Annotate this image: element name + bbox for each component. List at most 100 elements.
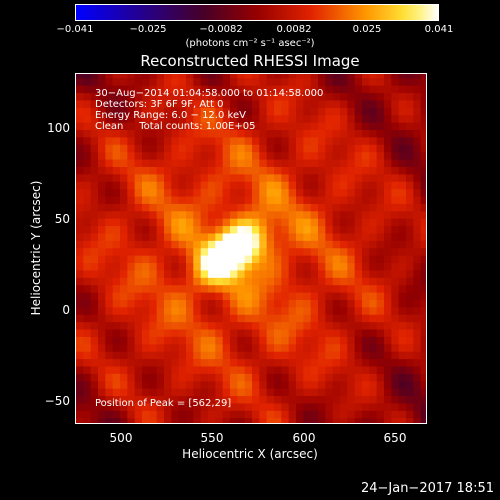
heatmap-cell xyxy=(376,402,385,411)
heatmap-cell xyxy=(303,232,312,241)
heatmap-cell xyxy=(230,299,238,308)
heatmap-cell xyxy=(347,306,356,315)
heatmap-cell xyxy=(274,188,282,197)
heatmap-cell xyxy=(200,358,209,367)
heatmap-cell xyxy=(244,328,253,337)
heatmap-cell xyxy=(354,277,363,286)
heatmap-cell xyxy=(230,74,238,79)
heatmap-cell xyxy=(303,314,312,323)
heatmap-cell xyxy=(142,107,150,116)
heatmap-cell xyxy=(252,277,260,286)
heatmap-cell xyxy=(325,218,334,227)
heatmap-cell xyxy=(296,343,304,352)
heatmap-cell xyxy=(127,365,136,374)
heatmap-cell xyxy=(171,284,180,293)
heatmap-cell xyxy=(208,336,216,345)
heatmap-cell xyxy=(274,122,282,131)
heatmap-cell xyxy=(244,203,253,212)
heatmap-cell xyxy=(384,166,392,175)
heatmap-cell xyxy=(296,166,304,175)
heatmap-cell xyxy=(303,203,312,212)
heatmap-cell xyxy=(376,417,385,423)
heatmap-cell xyxy=(332,158,341,167)
heatmap-cell xyxy=(318,85,326,94)
heatmap-cell xyxy=(384,358,392,367)
heatmap-cell xyxy=(186,402,194,411)
heatmap-cell xyxy=(127,321,136,330)
heatmap-cell xyxy=(105,343,114,352)
heatmap-cell xyxy=(90,225,99,234)
heatmap-cell xyxy=(274,173,282,182)
heatmap-cell xyxy=(112,299,121,308)
heatmap-cell xyxy=(281,218,290,227)
heatmap-cell xyxy=(413,373,422,382)
heatmap-cell xyxy=(274,107,282,116)
heatmap-cell xyxy=(310,321,319,330)
heatmap-cell xyxy=(98,417,106,423)
heatmap-cell xyxy=(134,336,143,345)
heatmap-cell xyxy=(222,328,231,337)
heatmap-cell xyxy=(208,373,216,382)
heatmap-cell xyxy=(318,255,326,264)
heatmap-cell xyxy=(376,181,385,190)
heatmap-cell xyxy=(325,240,334,249)
heatmap-cell xyxy=(105,195,114,204)
heatmap-cell xyxy=(112,85,121,94)
heatmap-cell xyxy=(332,395,341,404)
heatmap-cell xyxy=(83,232,92,241)
heatmap-cell xyxy=(354,107,363,116)
heatmap-cell xyxy=(362,410,370,419)
heatmap-cell xyxy=(318,92,326,101)
heatmap-cell xyxy=(369,358,378,367)
heatmap-cell xyxy=(318,262,326,271)
heatmap-cell xyxy=(215,321,224,330)
heatmap-cell xyxy=(325,114,334,123)
heatmap-cell xyxy=(303,380,312,389)
heatmap-cell xyxy=(164,395,172,404)
heatmap-cell xyxy=(112,99,121,108)
heatmap-cell xyxy=(266,99,275,108)
heatmap-cell xyxy=(420,240,426,249)
heatmap-cell xyxy=(281,410,290,419)
heatmap-cell xyxy=(215,380,224,389)
heatmap-cell xyxy=(354,218,363,227)
heatmap-cell xyxy=(413,92,422,101)
heatmap-cell xyxy=(391,232,400,241)
heatmap-cell xyxy=(244,358,253,367)
heatmap-cell xyxy=(347,343,356,352)
heatmap-cell xyxy=(222,129,231,138)
heatmap-cell xyxy=(362,314,370,323)
heatmap-cell xyxy=(127,269,136,278)
heatmap-cell xyxy=(252,328,260,337)
heatmap-cell xyxy=(384,151,392,160)
heatmap-cell xyxy=(362,373,370,382)
heatmap-cell xyxy=(149,402,158,411)
heatmap-cell xyxy=(112,247,121,256)
heatmap-cell xyxy=(83,99,92,108)
heatmap-cell xyxy=(398,92,407,101)
heatmap-cell xyxy=(230,181,238,190)
heatmap-cell xyxy=(325,336,334,345)
heatmap-cell xyxy=(230,410,238,419)
heatmap-cell xyxy=(127,343,136,352)
heatmap-cell xyxy=(252,262,260,271)
heatmap-cell xyxy=(230,188,238,197)
heatmap-cell xyxy=(252,299,260,308)
heatmap-cell xyxy=(369,114,378,123)
heatmap-cell xyxy=(332,410,341,419)
heatmap-cell xyxy=(186,232,194,241)
heatmap-cell xyxy=(186,380,194,389)
heatmap-cell xyxy=(303,388,312,397)
heatmap-cell xyxy=(310,122,319,131)
heatmap-cell xyxy=(134,388,143,397)
heatmap-cell xyxy=(222,240,231,249)
heatmap-cell xyxy=(325,173,334,182)
heatmap-cell xyxy=(398,129,407,138)
heatmap-cell xyxy=(90,373,99,382)
heatmap-cell xyxy=(376,269,385,278)
heatmap-cell xyxy=(340,417,348,423)
heatmap-cell xyxy=(193,410,202,419)
heatmap-cell xyxy=(347,151,356,160)
heatmap-cell xyxy=(105,85,114,94)
heatmap-cell xyxy=(156,314,165,323)
